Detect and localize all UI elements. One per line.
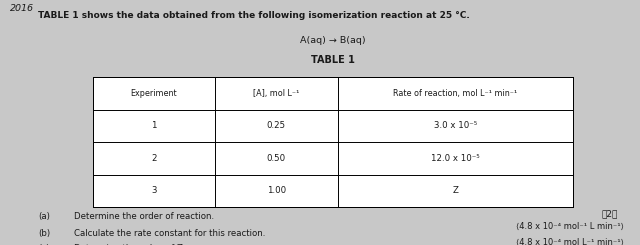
Text: (b): (b): [38, 229, 51, 238]
Text: (c): (c): [38, 244, 50, 245]
Text: 12.0 x 10⁻⁵: 12.0 x 10⁻⁵: [431, 154, 479, 163]
Text: [A], mol L⁻¹: [A], mol L⁻¹: [253, 89, 300, 98]
Text: 2: 2: [151, 154, 157, 163]
Text: ⟨4.8 x 10⁻⁴ mol⁻¹ L min⁻¹⟩: ⟨4.8 x 10⁻⁴ mol⁻¹ L min⁻¹⟩: [516, 222, 624, 231]
Text: TABLE 1: TABLE 1: [311, 55, 355, 65]
Text: Determine the order of reaction.: Determine the order of reaction.: [74, 212, 214, 221]
Bar: [93, 77, 573, 207]
Text: 1: 1: [151, 121, 157, 130]
Text: Determine the value of Z.: Determine the value of Z.: [74, 244, 185, 245]
Text: (a): (a): [38, 212, 51, 221]
Text: Experiment: Experiment: [131, 89, 177, 98]
Text: 1.00: 1.00: [267, 186, 286, 195]
Text: Rate of reaction, mol L⁻¹ min⁻¹: Rate of reaction, mol L⁻¹ min⁻¹: [393, 89, 517, 98]
Text: ⟨4.8 x 10⁻⁴ mol L⁻¹ min⁻¹⟩: ⟨4.8 x 10⁻⁴ mol L⁻¹ min⁻¹⟩: [516, 238, 624, 245]
Text: 0.25: 0.25: [267, 121, 286, 130]
Text: TABLE 1 shows the data obtained from the following isomerization reaction at 25 : TABLE 1 shows the data obtained from the…: [38, 11, 470, 20]
Text: 3: 3: [151, 186, 157, 195]
Text: Z: Z: [452, 186, 458, 195]
Text: 2016: 2016: [10, 4, 34, 13]
Text: 0.50: 0.50: [267, 154, 286, 163]
Text: ⟢2⟣: ⟢2⟣: [601, 209, 618, 219]
Text: 3.0 x 10⁻⁵: 3.0 x 10⁻⁵: [434, 121, 477, 130]
Text: Calculate the rate constant for this reaction.: Calculate the rate constant for this rea…: [74, 229, 265, 238]
Text: A(aq) → B(aq): A(aq) → B(aq): [300, 36, 365, 45]
